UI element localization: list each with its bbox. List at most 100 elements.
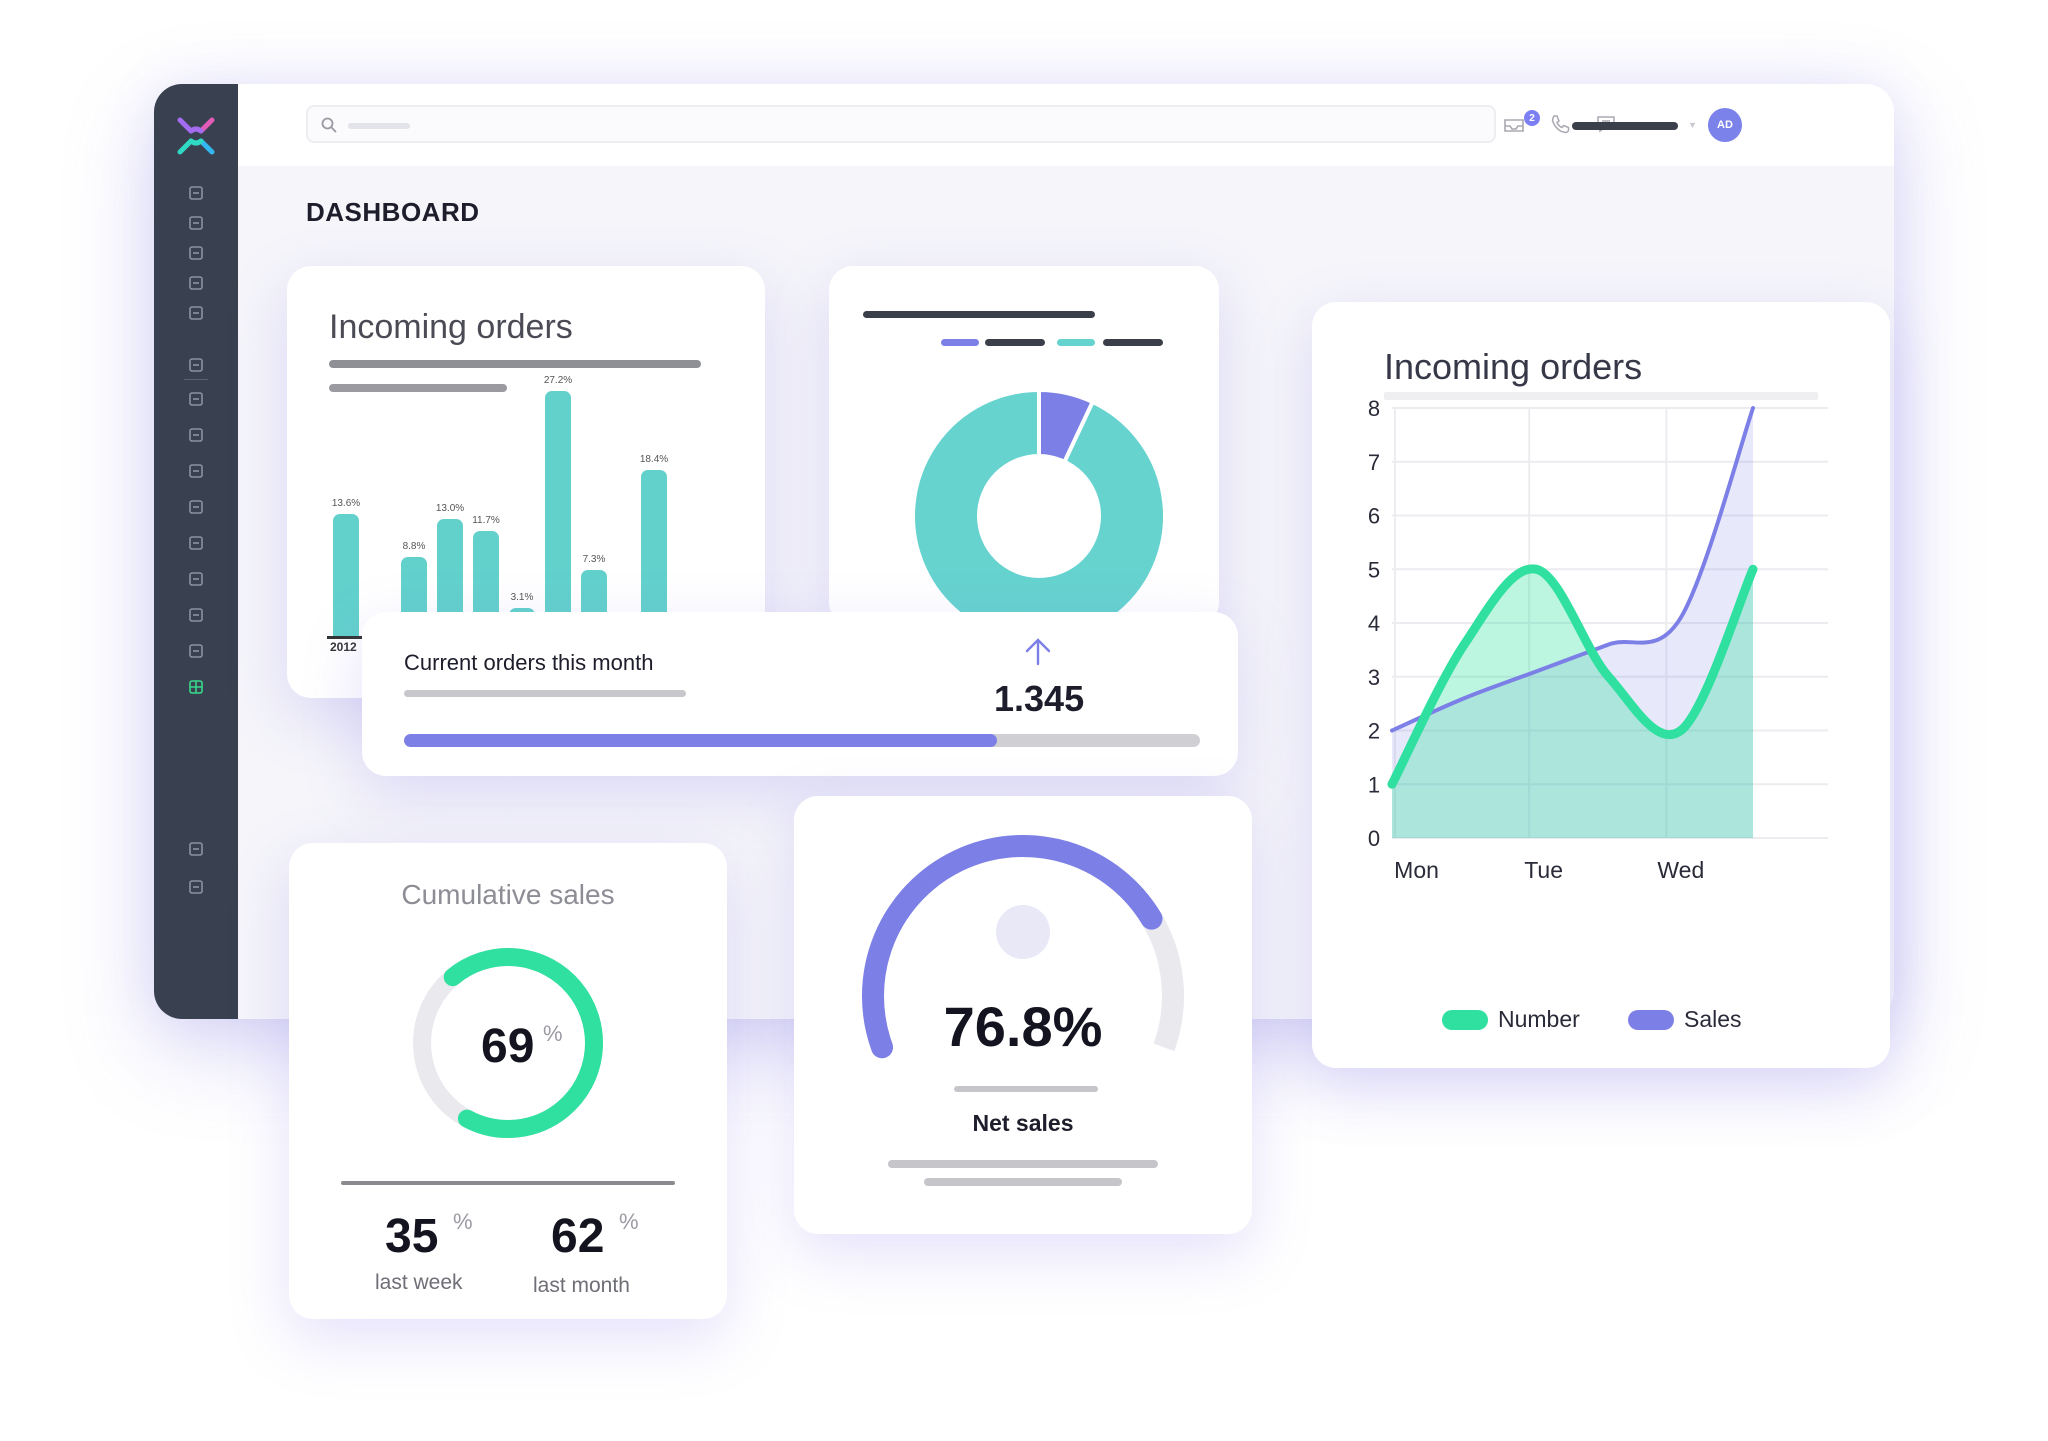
donut-card (829, 266, 1219, 626)
incoming-orders-area-card: Incoming orders 0 1 2 3 4 5 6 7 8 Mon Tue Wed Numbe… (1312, 302, 1890, 1068)
apps-grid-icon[interactable] (183, 300, 209, 326)
home-icon[interactable] (183, 602, 209, 628)
title-underline (1384, 392, 1818, 400)
edit-icon[interactable] (183, 210, 209, 236)
basket-icon[interactable] (183, 422, 209, 448)
chevron-down-icon[interactable]: ▼ (1688, 120, 1697, 130)
bar-value-label: 11.7% (472, 514, 500, 526)
phone-icon[interactable] (1548, 112, 1572, 136)
subtitle-placeholder (404, 690, 686, 697)
search-icon (321, 117, 337, 133)
sidebar-divider (184, 379, 208, 380)
divider (341, 1181, 675, 1185)
x-tick-label: Wed (1657, 857, 1704, 883)
legend-swatch-number (1442, 1010, 1488, 1030)
legend-label-placeholder (985, 339, 1045, 346)
y-tick-label: 8 (1368, 396, 1380, 421)
y-tick-label: 1 (1368, 772, 1380, 797)
settings-icon[interactable] (183, 836, 209, 862)
arrow-up-icon (1025, 638, 1051, 666)
orders-progress-bar (404, 734, 1200, 747)
cart-icon[interactable] (183, 458, 209, 484)
bar-value-label: 8.8% (402, 540, 426, 552)
x-tick-label: Mon (1394, 857, 1439, 883)
card-title: Cumulative sales (401, 879, 615, 910)
y-tick-label: 7 (1368, 450, 1380, 475)
clock-icon[interactable] (183, 874, 209, 900)
donut-hole (977, 454, 1101, 578)
card-title: Incoming orders (329, 308, 573, 346)
y-tick-label: 0 (1368, 826, 1380, 851)
y-tick-label: 4 (1368, 611, 1380, 636)
x-tick-label: Tue (1524, 857, 1563, 883)
bar (545, 391, 571, 636)
user-name-placeholder[interactable] (1572, 122, 1678, 130)
subtitle-placeholder (329, 360, 701, 368)
top-bar: 2 ▼ AD (238, 84, 1894, 166)
legend-label-number: Number (1498, 1006, 1580, 1032)
bar-value-label: 27.2% (543, 375, 573, 387)
series-area-number (1392, 568, 1754, 838)
layers-icon[interactable] (183, 352, 209, 378)
card-title: Current orders this month (404, 650, 654, 675)
current-orders-card: Current orders this month 1.345 (362, 612, 1238, 776)
y-tick-label: 5 (1368, 557, 1380, 582)
bank-icon[interactable] (183, 494, 209, 520)
dashboard-icon[interactable] (183, 674, 209, 700)
trending-up-icon[interactable] (183, 386, 209, 412)
bar-value-label: 18.4% (639, 454, 669, 466)
net-sales-label: Net sales (972, 1110, 1074, 1136)
legend-swatch-sales (1628, 1010, 1674, 1030)
y-tick-label: 6 (1368, 504, 1380, 529)
download-icon[interactable] (183, 180, 209, 206)
legend-swatch (941, 339, 979, 346)
net-sales-card: 76.8% Net sales (794, 796, 1252, 1234)
sidebar (154, 84, 238, 1019)
bar-value-label: 13.6% (331, 497, 361, 509)
ring-value: 69 (481, 1020, 535, 1073)
stat-label: last month (533, 1274, 630, 1297)
x-axis-line (327, 636, 365, 639)
lightning-icon[interactable] (183, 566, 209, 592)
progress-fill (404, 734, 998, 747)
app-logo[interactable] (174, 114, 218, 158)
stat-value: 62 (551, 1210, 605, 1263)
bar (641, 470, 667, 636)
search-placeholder (348, 123, 410, 129)
ring-fill (413, 948, 603, 1138)
x-tick-label: 2012 (330, 640, 357, 654)
list-icon[interactable] (183, 638, 209, 664)
avatar[interactable]: AD (1708, 108, 1742, 142)
calendar-icon[interactable] (183, 270, 209, 296)
bar-value-label: 3.1% (510, 592, 534, 604)
subtitle-placeholder (329, 384, 507, 392)
cumulative-sales-card: Cumulative sales 69 % 35 % last week 62 … (289, 843, 727, 1319)
search-input[interactable] (306, 105, 1496, 143)
legend-swatch (1057, 339, 1095, 346)
bar (333, 513, 359, 636)
monitor-icon[interactable] (183, 530, 209, 556)
cumulative-ring (413, 948, 603, 1138)
bar-value-label: 13.0% (435, 503, 465, 514)
text-placeholder (924, 1178, 1122, 1186)
donut-chart (911, 387, 1167, 626)
page-title: DASHBOARD (306, 197, 480, 227)
gauge-fill (862, 835, 1163, 1059)
stat-value: 35 (385, 1210, 439, 1263)
series-line-sales (1390, 406, 1756, 733)
bar-value-label: 7.3% (582, 554, 606, 566)
legend-label-placeholder (1103, 339, 1163, 346)
notification-badge: 2 (1524, 110, 1540, 126)
net-sales-gauge (862, 835, 1184, 1059)
title-placeholder (863, 311, 1095, 318)
percent-sign: % (453, 1209, 473, 1234)
current-orders-value: 1.345 (994, 678, 1085, 719)
inbox-icon[interactable] (1502, 112, 1526, 136)
series-line-number (1387, 564, 1758, 789)
y-tick-label: 2 (1368, 719, 1380, 744)
printer-icon[interactable] (183, 240, 209, 266)
stat-label: last week (375, 1271, 463, 1294)
y-tick-label: 3 (1368, 665, 1380, 690)
gauge-knob (996, 905, 1050, 959)
text-placeholder (888, 1160, 1158, 1168)
